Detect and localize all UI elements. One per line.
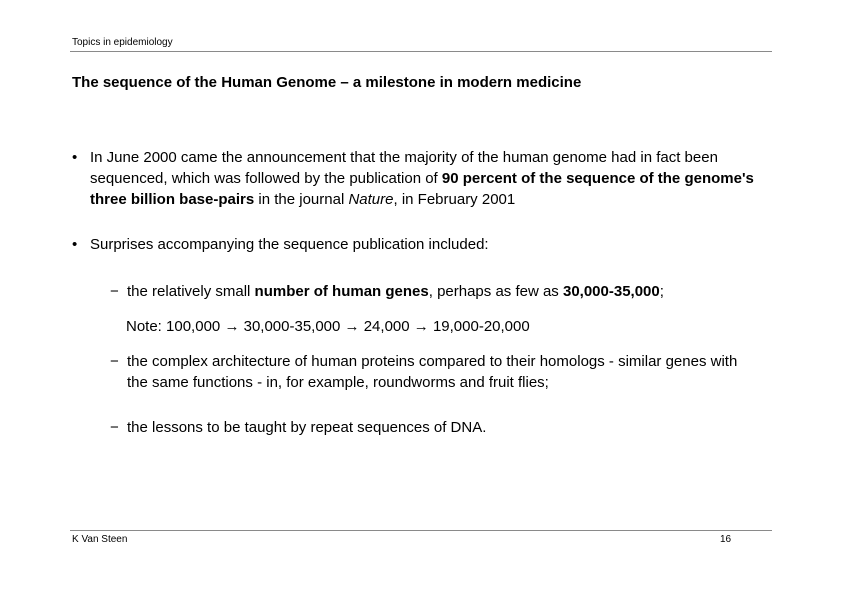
running-header: Topics in epidemiology	[72, 37, 173, 48]
journal-name: Nature	[348, 191, 394, 208]
bullet-text: Surprises accompanying the sequence publ…	[90, 236, 489, 253]
sub-item-text: the complex architecture of human protei…	[127, 353, 738, 391]
dash-icon: −	[110, 353, 119, 370]
arrow-right-icon: →	[224, 318, 240, 335]
bullet-text: In June 2000 came the announcement that …	[90, 149, 754, 208]
header-divider	[70, 51, 772, 52]
bullet-item-announcement: • In June 2000 came the announcement tha…	[72, 147, 762, 210]
page-number: 16	[720, 534, 732, 545]
highlight-text: number of human genes	[254, 283, 429, 300]
arrow-right-icon: →	[413, 318, 429, 335]
sub-item-gene-count: − the relatively small number of human g…	[110, 281, 760, 302]
arrow-right-icon: →	[344, 318, 360, 335]
bullet-icon: •	[72, 236, 78, 253]
slide-title: The sequence of the Human Genome – a mil…	[72, 74, 582, 91]
sub-item-text: the relatively small number of human gen…	[127, 283, 664, 300]
dash-icon: −	[110, 283, 119, 300]
footer-divider	[70, 530, 772, 531]
footer-author: K Van Steen	[72, 534, 128, 545]
highlight-text: 90 percent of the sequence of the genome…	[90, 170, 754, 208]
bullet-icon: •	[72, 149, 78, 166]
highlight-number: 30,000-35,000	[562, 283, 660, 300]
sub-item-protein-architecture: − the complex architecture of human prot…	[110, 351, 760, 393]
sub-item-text: the lessons to be taught by repeat seque…	[127, 419, 487, 436]
sub-item-repeat-sequences: − the lessons to be taught by repeat seq…	[110, 417, 760, 438]
dash-icon: −	[110, 419, 119, 436]
bullet-item-surprises: • Surprises accompanying the sequence pu…	[72, 234, 762, 255]
gene-estimate-note: Note: 100,000 → 30,000-35,000 → 24,000 →…	[126, 318, 530, 335]
